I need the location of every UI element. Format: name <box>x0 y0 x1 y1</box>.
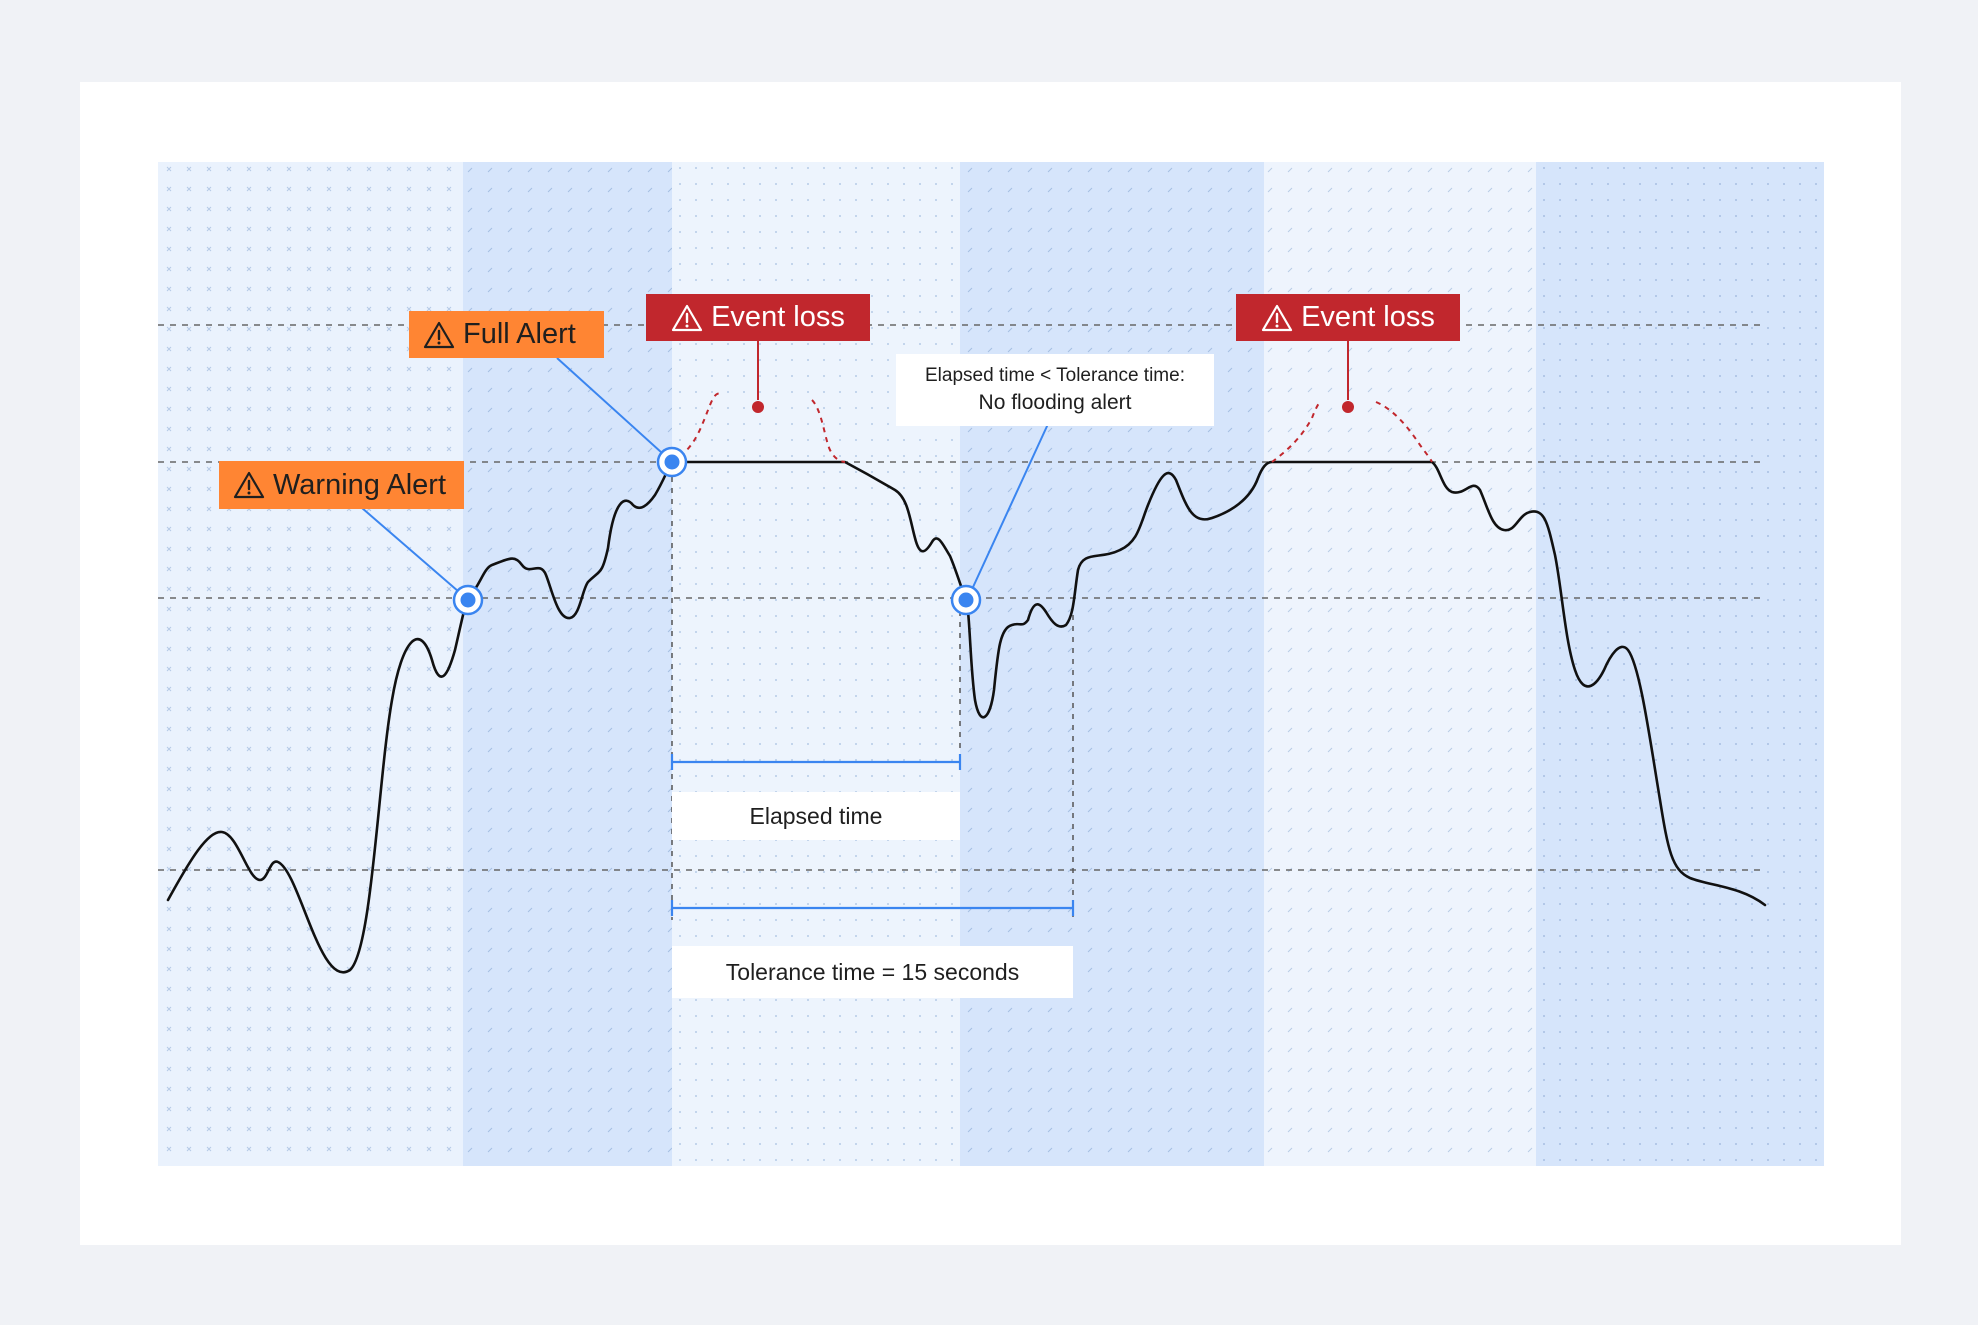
tolerance-time-text: Tolerance time = 15 seconds <box>725 958 1020 985</box>
event-loss-dot-2 <box>1342 401 1354 413</box>
event-loss-label-2: Event loss <box>1236 294 1460 341</box>
elapsed-tolerance-note: Elapsed time < Tolerance time: No floodi… <box>896 354 1214 426</box>
event-loss-label-1: Event loss <box>646 294 870 341</box>
warning-alert-label: Warning Alert <box>219 461 464 509</box>
event-loss-overflow-1 <box>671 392 846 463</box>
elapsed-time-label: Elapsed time <box>672 792 960 840</box>
elapsed-note-line2: No flooding alert <box>978 391 1132 414</box>
tolerance-time-label: Tolerance time = 15 seconds <box>672 946 1073 998</box>
leader-elapsed-note <box>967 423 1049 599</box>
ringed-dot-icon <box>950 584 982 616</box>
warning-triangle-icon <box>423 321 455 348</box>
guide-lines <box>671 466 1074 920</box>
event-loss-overflow-2 <box>1271 401 1433 463</box>
warning-triangle-icon <box>671 304 703 331</box>
ringed-dot-icon <box>452 584 484 616</box>
elapsed-time-bracket <box>670 754 962 770</box>
ringed-dot-icon <box>656 446 688 478</box>
full-alert-text: Full Alert <box>463 318 576 350</box>
leader-full <box>556 357 673 463</box>
band-6 <box>1536 162 1824 1166</box>
signal-curve <box>166 460 1767 974</box>
elapsed-note-line1: Elapsed time < Tolerance time: <box>925 365 1185 386</box>
event-loss-text-2: Event loss <box>1301 301 1435 333</box>
elapsed-time-text: Elapsed time <box>749 802 883 829</box>
leader-warning <box>361 507 467 599</box>
band-4 <box>960 162 1264 1166</box>
event-loss-text-1: Event loss <box>711 301 845 333</box>
event-loss-dot-1 <box>752 401 764 413</box>
full-alert-label: Full Alert <box>409 311 604 358</box>
warning-triangle-icon <box>1261 304 1293 331</box>
warning-triangle-icon <box>233 471 265 499</box>
callout-leaders <box>361 357 1049 599</box>
warning-alert-text: Warning Alert <box>273 468 446 501</box>
tolerance-time-bracket <box>670 900 1075 916</box>
